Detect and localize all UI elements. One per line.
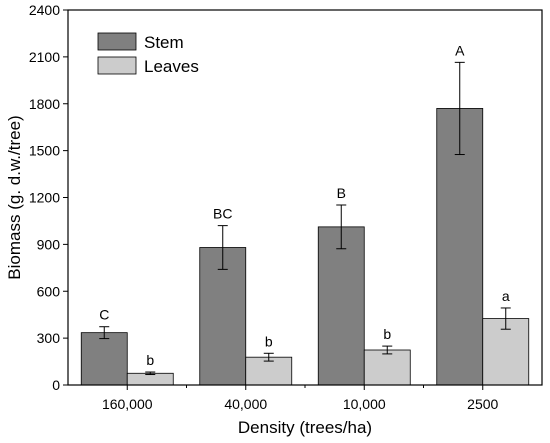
x-tick-label: 40,000 <box>224 396 267 412</box>
y-tick-label: 1200 <box>29 190 60 206</box>
significance-letter: BC <box>213 206 232 222</box>
significance-letter: A <box>455 42 465 58</box>
significance-letter: b <box>146 352 154 368</box>
y-tick-label: 1800 <box>29 96 60 112</box>
legend: Stem Leaves <box>97 32 199 76</box>
legend-label: Leaves <box>144 57 199 76</box>
significance-letter: b <box>383 326 391 342</box>
legend-swatch <box>97 32 137 51</box>
leaves-bar <box>245 356 293 386</box>
y-axis-title: Biomass (g. d.w./tree) <box>5 115 24 279</box>
x-tick-label: 10,000 <box>343 396 386 412</box>
significance-letter: b <box>265 333 273 349</box>
legend-label: Stem <box>144 33 184 52</box>
x-axis-title: Density (trees/ha) <box>238 418 372 437</box>
y-tick-label: 2100 <box>29 49 60 65</box>
stem-bar <box>80 332 128 386</box>
significance-letter: B <box>337 185 346 201</box>
y-tick-label: 2400 <box>29 2 60 18</box>
leaves-bar <box>126 372 174 386</box>
y-tick-label: 900 <box>37 236 61 252</box>
x-tick-label: 2500 <box>467 396 498 412</box>
x-axis: 160,000 40,000 10,000 2500 <box>102 385 499 412</box>
x-tick-label: 160,000 <box>102 396 153 412</box>
stem-bar <box>317 226 365 386</box>
stem-bar <box>199 247 247 386</box>
bars-layer <box>80 108 530 386</box>
y-tick-label: 300 <box>37 330 61 346</box>
error-bars-layer <box>99 61 511 376</box>
y-axis: 0 300 600 900 1200 1500 1800 2100 2400 <box>29 2 68 393</box>
y-tick-label: 0 <box>52 377 60 393</box>
significance-letters-layer: Cb BC b Bb Aa <box>99 42 510 368</box>
leaves-bar <box>363 349 411 386</box>
significance-letter: a <box>502 288 510 304</box>
y-tick-label: 1500 <box>29 143 60 159</box>
legend-swatch <box>97 56 137 75</box>
significance-letter: C <box>99 307 109 323</box>
y-tick-label: 600 <box>37 283 61 299</box>
